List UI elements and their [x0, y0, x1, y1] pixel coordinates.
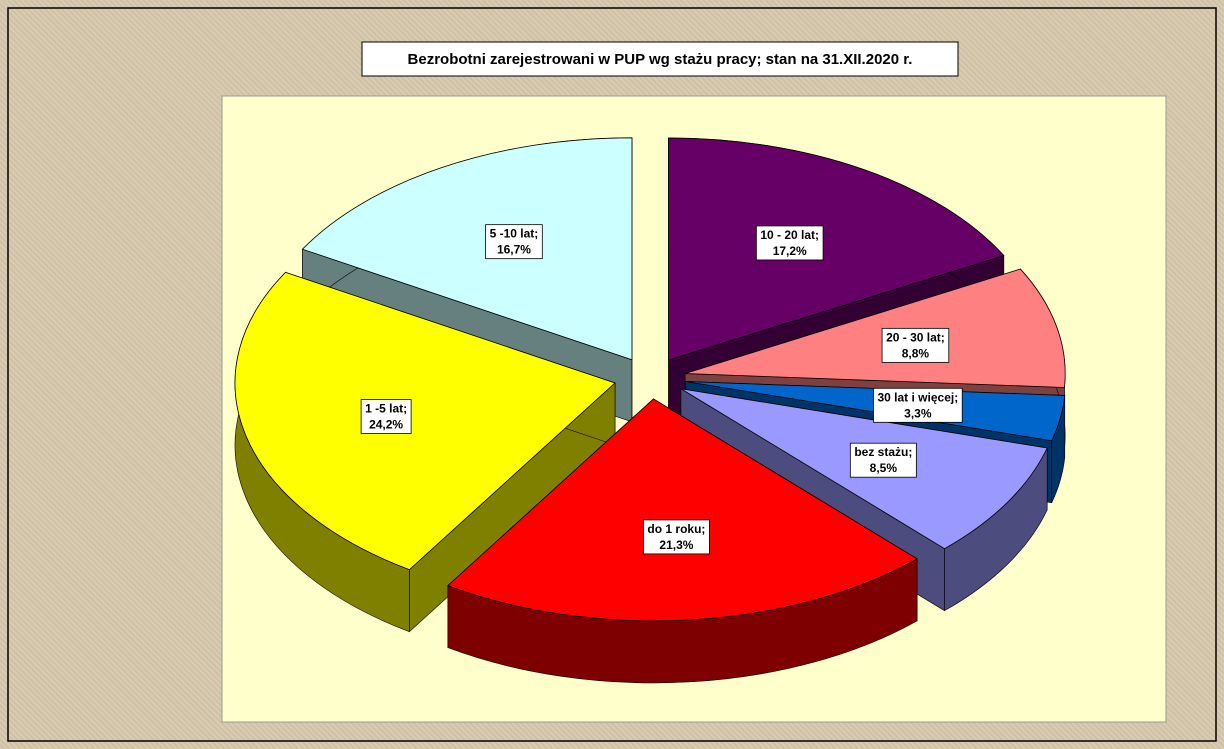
label-category: 5 -10 lat;: [490, 227, 539, 241]
label-box: [849, 442, 917, 478]
label-box: [643, 519, 710, 555]
chart-title: Bezrobotni zarejestrowani w PUP wg stażu…: [408, 51, 913, 68]
label-category: 10 - 20 lat;: [760, 228, 819, 242]
label-box: [755, 225, 824, 261]
label-category: 30 lat i więcej;: [877, 390, 958, 404]
slice-top: [301, 137, 633, 361]
title-box: [361, 41, 959, 77]
label-value: 24,2%: [369, 418, 403, 432]
label-value: 21,3%: [659, 538, 693, 552]
slice-top: [447, 398, 918, 622]
label-value: 8,8%: [902, 346, 930, 360]
label-value: 3,3%: [904, 406, 932, 420]
label-category: 20 - 30 lat;: [886, 330, 945, 344]
frame: [7, 7, 1217, 742]
label-value: 17,2%: [773, 244, 807, 258]
slice-top: [234, 271, 616, 571]
label-box: [881, 327, 950, 363]
label-box: [873, 387, 963, 423]
slice-top: [668, 137, 1005, 361]
label-category: do 1 roku;: [647, 522, 705, 536]
slice: [447, 398, 918, 684]
label-box: [360, 399, 412, 434]
slice-top: [685, 268, 1066, 388]
label-value: 16,7%: [497, 243, 531, 257]
label-category: bez stażu;: [854, 445, 912, 459]
label-box: [485, 224, 543, 260]
label-category: 1 -5 lat;: [365, 402, 407, 416]
label-value: 8,5%: [870, 461, 898, 475]
slice: [234, 271, 616, 633]
